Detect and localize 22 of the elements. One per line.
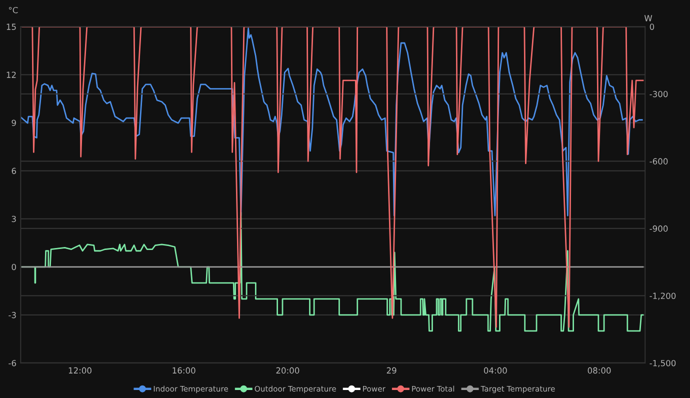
x-tick-label: 29 (386, 367, 396, 374)
y-axis-title: °C (9, 6, 18, 14)
y-tick-label: 0 (12, 264, 16, 270)
y2-tick-label: -600 (650, 158, 668, 164)
y-tick-label: -6 (8, 360, 16, 366)
y2-axis-title: W (644, 15, 652, 22)
x-tick-label: 20:00 (276, 367, 300, 374)
y-tick-label: 9 (12, 120, 16, 126)
y-tick-label: 6 (12, 168, 16, 174)
y2-tick-label: -1,200 (650, 292, 676, 300)
y2-tick-label: -1,500 (650, 360, 676, 368)
y2-tick-label: -300 (650, 90, 668, 98)
x-tick-label: 12:00 (68, 367, 92, 374)
y-tick-label: -3 (8, 312, 16, 318)
y-tick-label: 3 (12, 216, 16, 222)
y2-tick-label: -900 (650, 225, 668, 232)
y-tick-label: 12 (6, 72, 16, 78)
x-tick-label: 04:00 (484, 367, 507, 374)
y-tick-label: 15 (6, 24, 16, 30)
y2-tick-label: 0 (650, 24, 654, 30)
x-tick-label: 16:00 (172, 367, 196, 374)
x-tick-label: 08:00 (588, 367, 611, 374)
